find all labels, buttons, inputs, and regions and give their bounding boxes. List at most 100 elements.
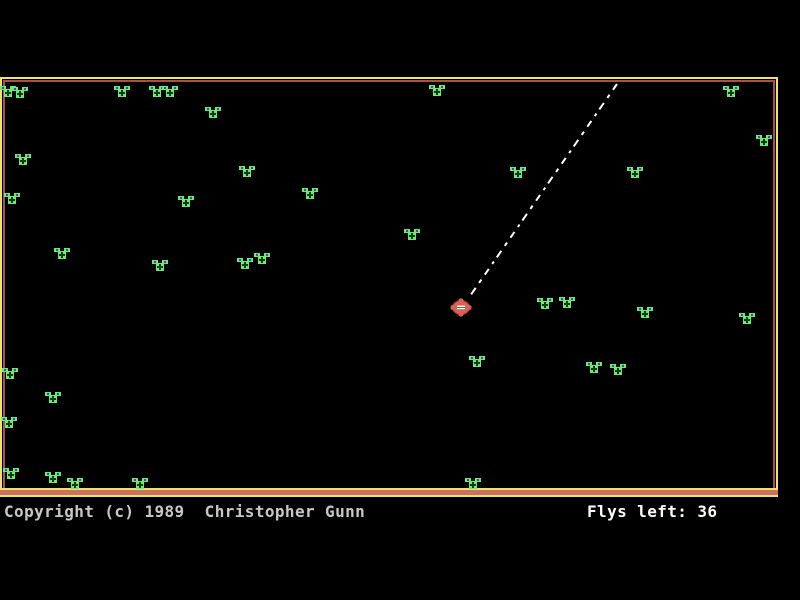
fly-sprite[interactable] — [239, 166, 255, 177]
fly-sprite[interactable] — [45, 472, 61, 483]
fly-sprite[interactable] — [54, 248, 70, 259]
fly-wing-left — [4, 193, 10, 197]
fly-sprite[interactable] — [302, 188, 318, 199]
fly-sprite[interactable] — [3, 468, 19, 479]
fly-wing-right — [142, 478, 148, 482]
fly-sprite[interactable] — [67, 478, 83, 489]
fly-sprite[interactable] — [627, 167, 643, 178]
border-bottom-band — [0, 490, 778, 495]
fly-body — [641, 310, 649, 318]
fly-wing-right — [124, 86, 130, 90]
fly-sprite[interactable] — [610, 364, 626, 375]
fly-sprite[interactable] — [45, 392, 61, 403]
fly-sprite[interactable] — [559, 297, 575, 308]
fly-wing-right — [188, 196, 194, 200]
fly-sprite[interactable] — [132, 478, 148, 489]
fly-sprite[interactable] — [254, 253, 270, 264]
fly-wing-left — [404, 229, 410, 233]
fly-sprite[interactable] — [237, 258, 253, 269]
fly-wing-left — [3, 468, 9, 472]
fly-body — [182, 199, 190, 207]
fly-sprite[interactable] — [756, 135, 772, 146]
fly-body — [4, 89, 12, 97]
fly-wing-left — [627, 167, 633, 171]
fly-body — [71, 481, 79, 489]
fly-body — [306, 191, 314, 199]
fly-body — [241, 261, 249, 269]
border-left-inner — [3, 80, 5, 490]
border-top-outer — [0, 77, 778, 79]
border-right-outer — [776, 77, 778, 497]
fly-wing-right — [172, 86, 178, 90]
fly-sprite[interactable] — [4, 193, 20, 204]
fly-wing-left — [15, 154, 21, 158]
fly-wing-right — [733, 86, 739, 90]
fly-sprite[interactable] — [404, 229, 420, 240]
fly-body — [614, 367, 622, 375]
fly-wing-left — [132, 478, 138, 482]
fly-body — [7, 471, 15, 479]
fly-sprite[interactable] — [586, 362, 602, 373]
fly-wing-left — [610, 364, 616, 368]
fly-sprite[interactable] — [205, 107, 221, 118]
fly-wing-left — [205, 107, 211, 111]
fly-sprite[interactable] — [637, 307, 653, 318]
fly-body — [209, 110, 217, 118]
fly-sprite[interactable] — [152, 260, 168, 271]
fly-sprite[interactable] — [429, 85, 445, 96]
fly-wing-left — [12, 87, 18, 91]
border-right-inner — [773, 80, 775, 490]
fly-wing-left — [756, 135, 762, 139]
fly-body — [408, 232, 416, 240]
fly-body — [433, 88, 441, 96]
fly-body — [727, 89, 735, 97]
fly-wing-left — [239, 166, 245, 170]
border-top-inner — [3, 80, 775, 82]
fly-wing-left — [45, 472, 51, 476]
fly-wing-left — [149, 86, 155, 90]
fly-sprite[interactable] — [723, 86, 739, 97]
fly-wing-left — [178, 196, 184, 200]
fly-wing-right — [596, 362, 602, 366]
fly-wing-left — [559, 297, 565, 301]
fly-sprite[interactable] — [739, 313, 755, 324]
fly-body — [6, 371, 14, 379]
fly-sprite[interactable] — [15, 154, 31, 165]
fly-body — [563, 300, 571, 308]
fly-sprite[interactable] — [178, 196, 194, 207]
fly-sprite[interactable] — [162, 86, 178, 97]
fly-wing-left — [54, 248, 60, 252]
fly-wing-left — [739, 313, 745, 317]
fly-wing-right — [247, 258, 253, 262]
fly-body — [118, 89, 126, 97]
swatter[interactable] — [450, 298, 472, 317]
fly-wing-right — [620, 364, 626, 368]
fly-wing-left — [0, 86, 6, 90]
fly-sprite[interactable] — [537, 298, 553, 309]
fly-sprite[interactable] — [469, 356, 485, 367]
fly-sprite[interactable] — [2, 368, 18, 379]
fly-body — [49, 395, 57, 403]
fly-wing-right — [12, 368, 18, 372]
fly-wing-left — [114, 86, 120, 90]
fly-wing-left — [152, 260, 158, 264]
fly-sprite[interactable] — [510, 167, 526, 178]
fly-sprite[interactable] — [465, 478, 481, 489]
fly-body — [5, 420, 13, 428]
fly-sprite[interactable] — [1, 417, 17, 428]
fly-body — [49, 475, 57, 483]
fly-wing-left — [45, 392, 51, 396]
fly-wing-right — [215, 107, 221, 111]
fly-wing-right — [55, 392, 61, 396]
fly-sprite[interactable] — [12, 87, 28, 98]
playfield[interactable] — [0, 76, 778, 497]
fly-wing-right — [766, 135, 772, 139]
fly-wing-right — [312, 188, 318, 192]
fly-body — [473, 359, 481, 367]
fly-wing-right — [475, 478, 481, 482]
fly-wing-right — [264, 253, 270, 257]
fly-sprite[interactable] — [114, 86, 130, 97]
fly-wing-left — [1, 417, 7, 421]
fly-wing-left — [469, 356, 475, 360]
border-bottom-edge — [0, 495, 778, 497]
